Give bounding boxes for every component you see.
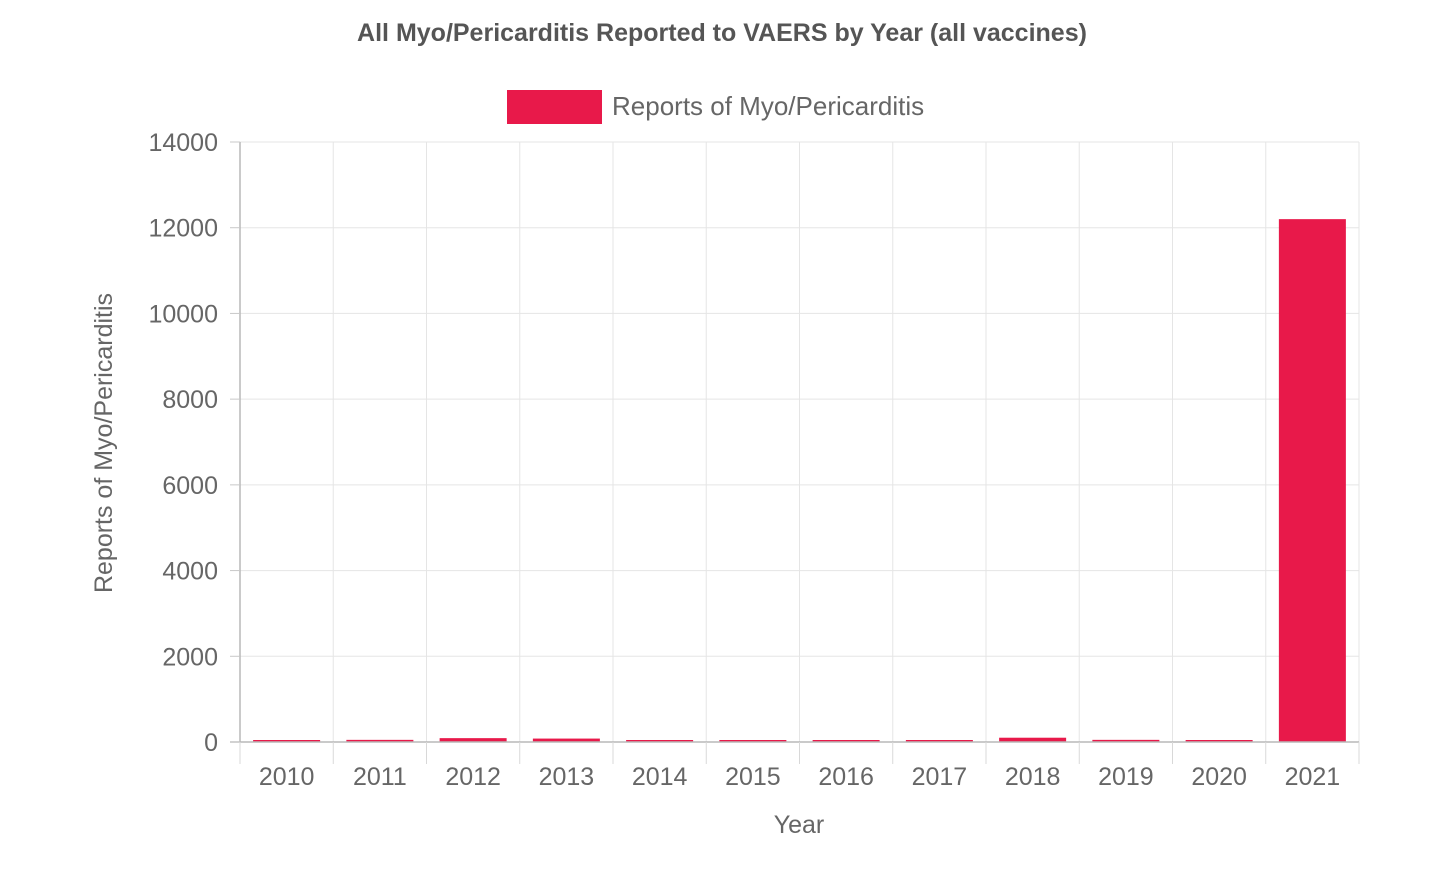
x-tick-label: 2010 <box>259 763 315 791</box>
x-tick-label: 2011 <box>353 763 407 791</box>
bar-2011[interactable] <box>346 739 414 742</box>
bar-2018[interactable] <box>999 737 1067 742</box>
x-axis-title: Year <box>774 811 825 839</box>
grid-lines <box>240 141 1360 742</box>
bar-2013[interactable] <box>532 738 600 742</box>
y-tick-label: 2000 <box>162 643 218 671</box>
legend[interactable]: Reports of Myo/Pericarditis <box>507 90 924 124</box>
bar-2016[interactable] <box>812 740 880 742</box>
y-tick-label: 0 <box>204 729 218 757</box>
bar-2014[interactable] <box>626 740 694 742</box>
x-axis-ticks: 2010 2011 2012 2013 2014 2015 2016 2017 2018 2019… <box>239 742 1360 791</box>
chart-title: All Myo/Pericarditis Reported to VAERS b… <box>357 19 1087 47</box>
x-tick-label: 2020 <box>1191 763 1247 791</box>
bar-2017[interactable] <box>905 740 973 742</box>
bar-2019[interactable] <box>1092 739 1160 742</box>
y-tick-label: 10000 <box>148 300 218 328</box>
x-tick-label: 2014 <box>632 763 688 791</box>
bar-2015[interactable] <box>719 740 787 742</box>
y-tick-label: 12000 <box>148 215 218 243</box>
y-axis-ticks: 0 2000 4000 6000 8000 10000 12000 14000 <box>148 129 240 757</box>
axes <box>230 142 1359 743</box>
bar-2020[interactable] <box>1185 740 1253 742</box>
bar-2010[interactable] <box>253 740 321 742</box>
y-tick-label: 8000 <box>162 386 218 414</box>
x-tick-label: 2019 <box>1098 763 1154 791</box>
y-tick-label: 14000 <box>148 129 218 157</box>
x-tick-label: 2021 <box>1285 763 1341 791</box>
x-tick-label: 2017 <box>912 763 968 791</box>
x-tick-label: 2018 <box>1005 763 1061 791</box>
y-axis-title: Reports of Myo/Pericarditis <box>90 293 118 593</box>
y-tick-label: 6000 <box>162 472 218 500</box>
x-tick-label: 2013 <box>539 763 595 791</box>
legend-swatch <box>507 90 602 124</box>
legend-label: Reports of Myo/Pericarditis <box>612 91 924 121</box>
x-tick-label: 2015 <box>725 763 781 791</box>
bars <box>253 219 1346 743</box>
x-tick-label: 2016 <box>818 763 874 791</box>
bar-2021[interactable] <box>1278 219 1346 743</box>
bar-2012[interactable] <box>439 738 507 742</box>
x-tick-label: 2012 <box>445 763 501 791</box>
y-tick-label: 4000 <box>162 558 218 586</box>
